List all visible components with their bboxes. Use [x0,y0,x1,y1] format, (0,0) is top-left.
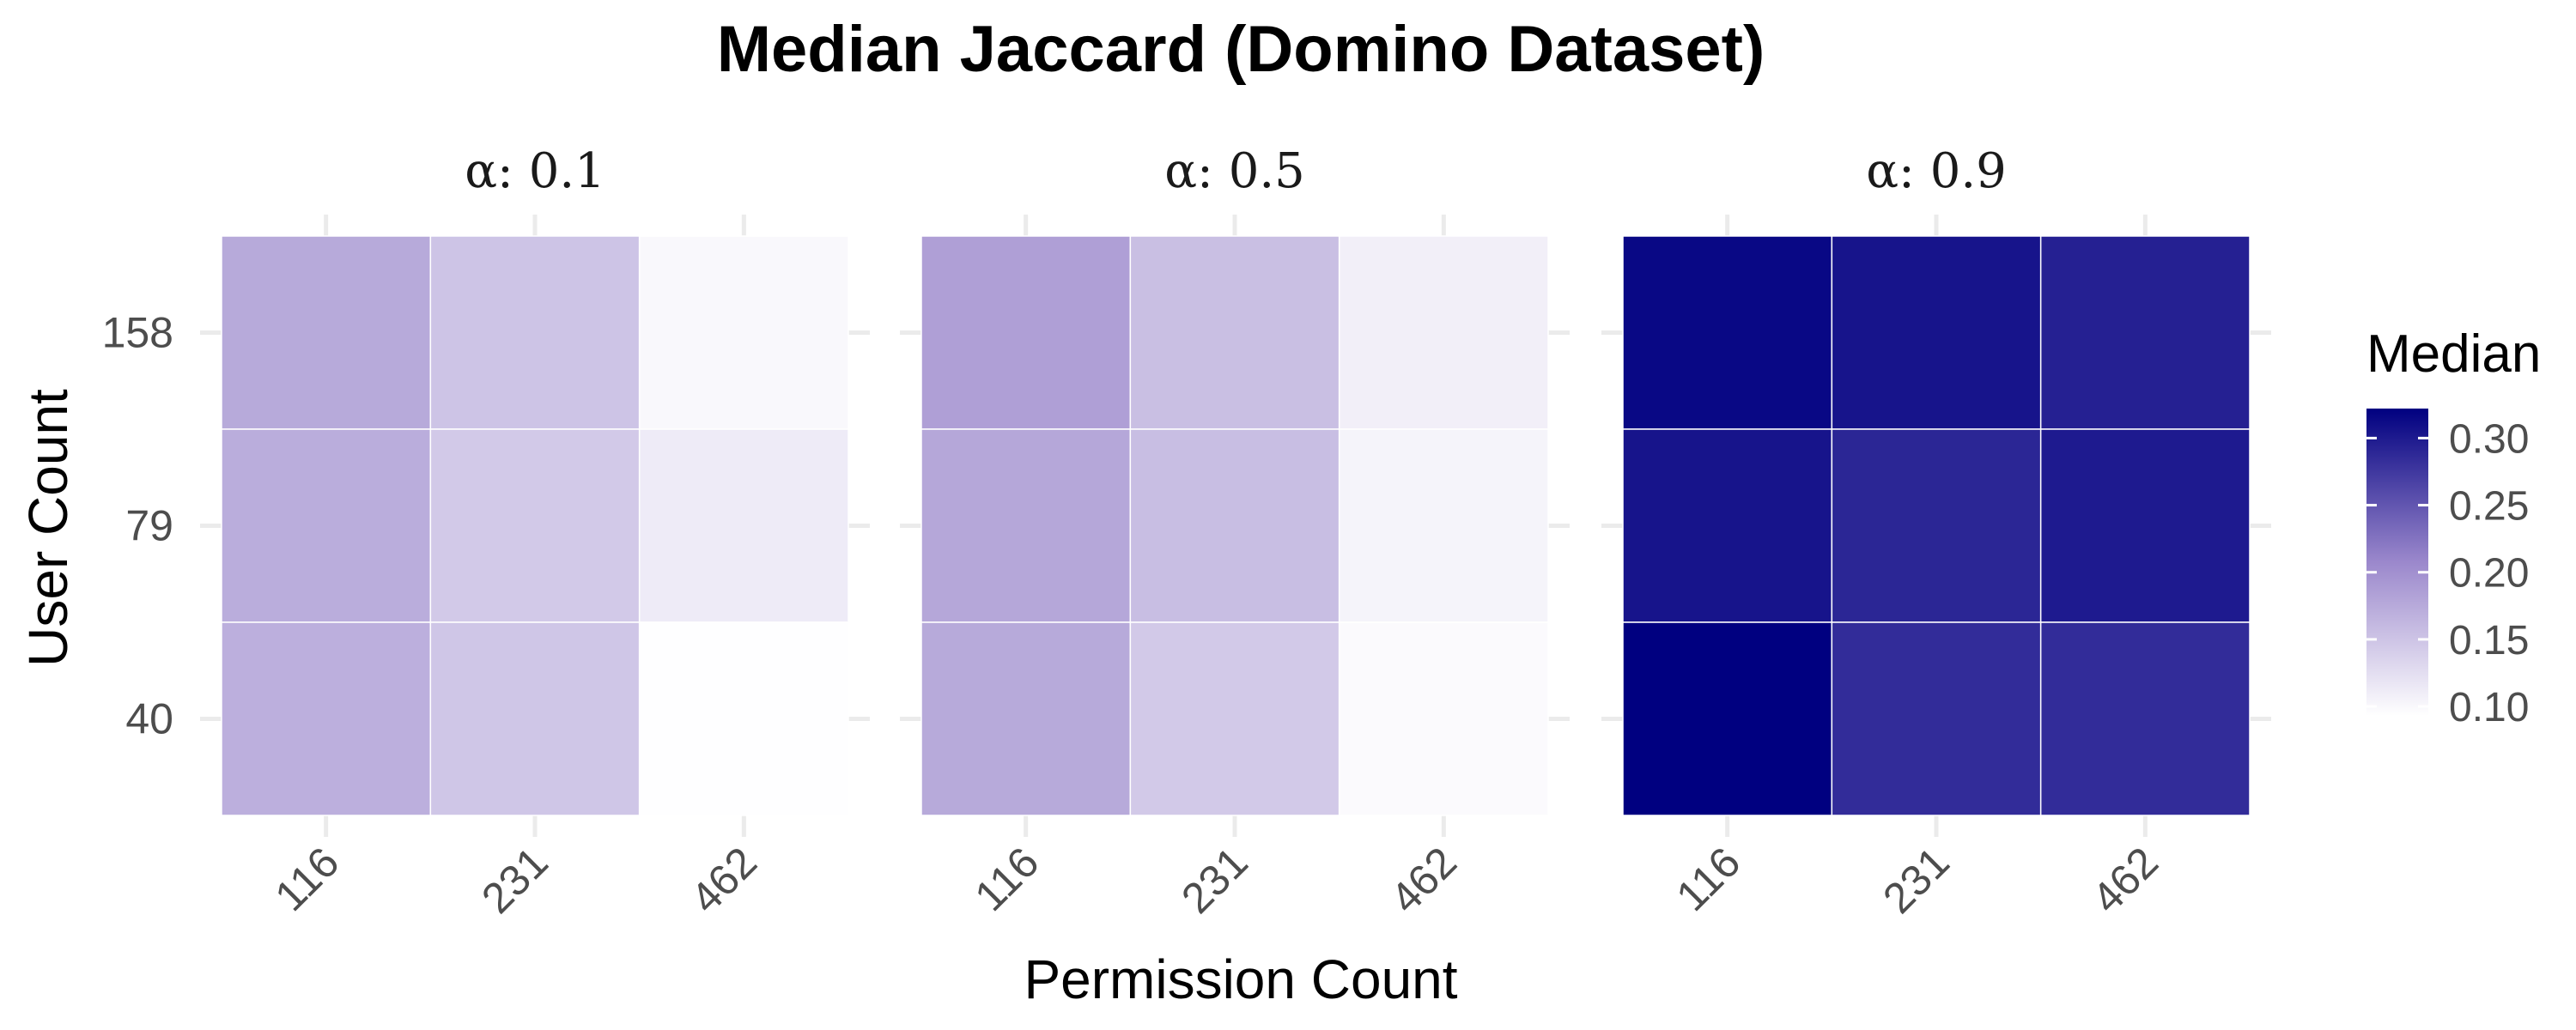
legend-tick-label: 0.15 [2449,618,2529,663]
heatmap-cell [429,428,641,623]
heatmap-cell [920,428,1132,623]
y-tick-label: 158 [102,309,173,357]
y-tick-label: 40 [125,695,173,743]
heatmap-cell [221,428,432,623]
heatmap-cell [1129,428,1340,623]
heatmap-cell [920,621,1132,816]
legend-colorbar [2366,409,2428,716]
heatmap-cell [1338,235,1549,430]
heatmap-cell [1129,235,1340,430]
facet-label: α: 0.9 [1866,143,2007,199]
heatmap-cell [1831,428,2042,623]
facet-label: α: 0.5 [1164,143,1305,199]
legend-tick-label: 0.25 [2449,484,2529,530]
heatmap-cell [1129,621,1340,816]
y-axis-title: User Count [17,389,79,667]
x-tick-label: 231 [472,838,557,923]
legend-tick-label: 0.20 [2449,551,2529,597]
facet-panel-1: α: 0.1 116 231 462 [200,143,870,923]
color-legend: 0.30 0.25 0.20 0.15 0.10 [2366,409,2529,730]
facet-label: α: 0.1 [465,143,605,199]
x-tick-label: 462 [1382,838,1467,923]
facet-panel-3: α: 0.9 116 231 462 [1601,143,2271,923]
heatmap-cell [429,621,641,816]
x-tick-label: 116 [265,838,348,920]
legend-tick-label: 0.10 [2449,685,2529,730]
heatmap-cell [1831,621,2042,816]
y-tick-label: 79 [125,502,173,550]
x-tick-label: 116 [1667,838,1749,920]
heatmap-cell [920,235,1132,430]
x-tick-label: 231 [1874,838,1959,923]
heatmap-cell [429,235,641,430]
legend-tick-label: 0.30 [2449,416,2529,462]
heatmap-cell [2039,235,2251,430]
heatmap-cell [2039,621,2251,816]
facet-panels: α: 0.1 116 231 462 α: 0.5 116 231 462 α: 0.9 116 2… [102,143,2271,923]
heatmap-cell [638,621,849,816]
heatmap-cell [221,235,432,430]
x-axis-title: Permission Count [1024,948,1457,1010]
x-tick-label: 462 [682,838,767,923]
heatmap-cell [1622,428,1833,623]
heatmap-cell [638,428,849,623]
x-tick-label: 116 [965,838,1048,920]
heatmap-cell [1831,235,2042,430]
heatmap-cell [221,621,432,816]
heatmap-cell [1338,621,1549,816]
heatmap-cell [1622,621,1833,816]
heatmap-cell [1622,235,1833,430]
heatmap-cell [638,235,849,430]
chart-title: Median Jaccard (Domino Dataset) [717,13,1765,86]
heatmap-cell [2039,428,2251,623]
x-tick-label: 462 [2083,838,2168,923]
legend-title: Median [2366,324,2541,384]
x-tick-label: 231 [1172,838,1257,923]
facet-panel-2: α: 0.5 116 231 462 [900,143,1570,923]
heatmap-cell [1338,428,1549,623]
